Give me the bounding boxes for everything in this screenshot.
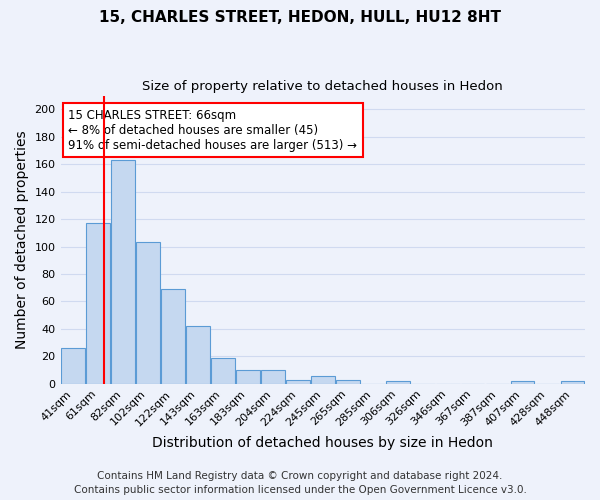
Bar (336, 380, 359, 384)
Bar (86, 223, 110, 384)
Bar (261, 370, 284, 384)
Bar (511, 381, 535, 384)
Bar (211, 358, 235, 384)
Bar (560, 381, 584, 384)
Bar (161, 289, 185, 384)
Bar (186, 326, 210, 384)
Text: 15, CHARLES STREET, HEDON, HULL, HU12 8HT: 15, CHARLES STREET, HEDON, HULL, HU12 8H… (99, 10, 501, 25)
Bar (236, 370, 260, 384)
Bar (386, 381, 410, 384)
Bar (61, 348, 85, 384)
Y-axis label: Number of detached properties: Number of detached properties (15, 130, 29, 349)
Bar (286, 380, 310, 384)
Text: 15 CHARLES STREET: 66sqm
← 8% of detached houses are smaller (45)
91% of semi-de: 15 CHARLES STREET: 66sqm ← 8% of detache… (68, 108, 358, 152)
Title: Size of property relative to detached houses in Hedon: Size of property relative to detached ho… (142, 80, 503, 93)
X-axis label: Distribution of detached houses by size in Hedon: Distribution of detached houses by size … (152, 436, 493, 450)
Bar (111, 160, 135, 384)
Bar (136, 242, 160, 384)
Bar (311, 376, 335, 384)
Text: Contains HM Land Registry data © Crown copyright and database right 2024.
Contai: Contains HM Land Registry data © Crown c… (74, 471, 526, 495)
